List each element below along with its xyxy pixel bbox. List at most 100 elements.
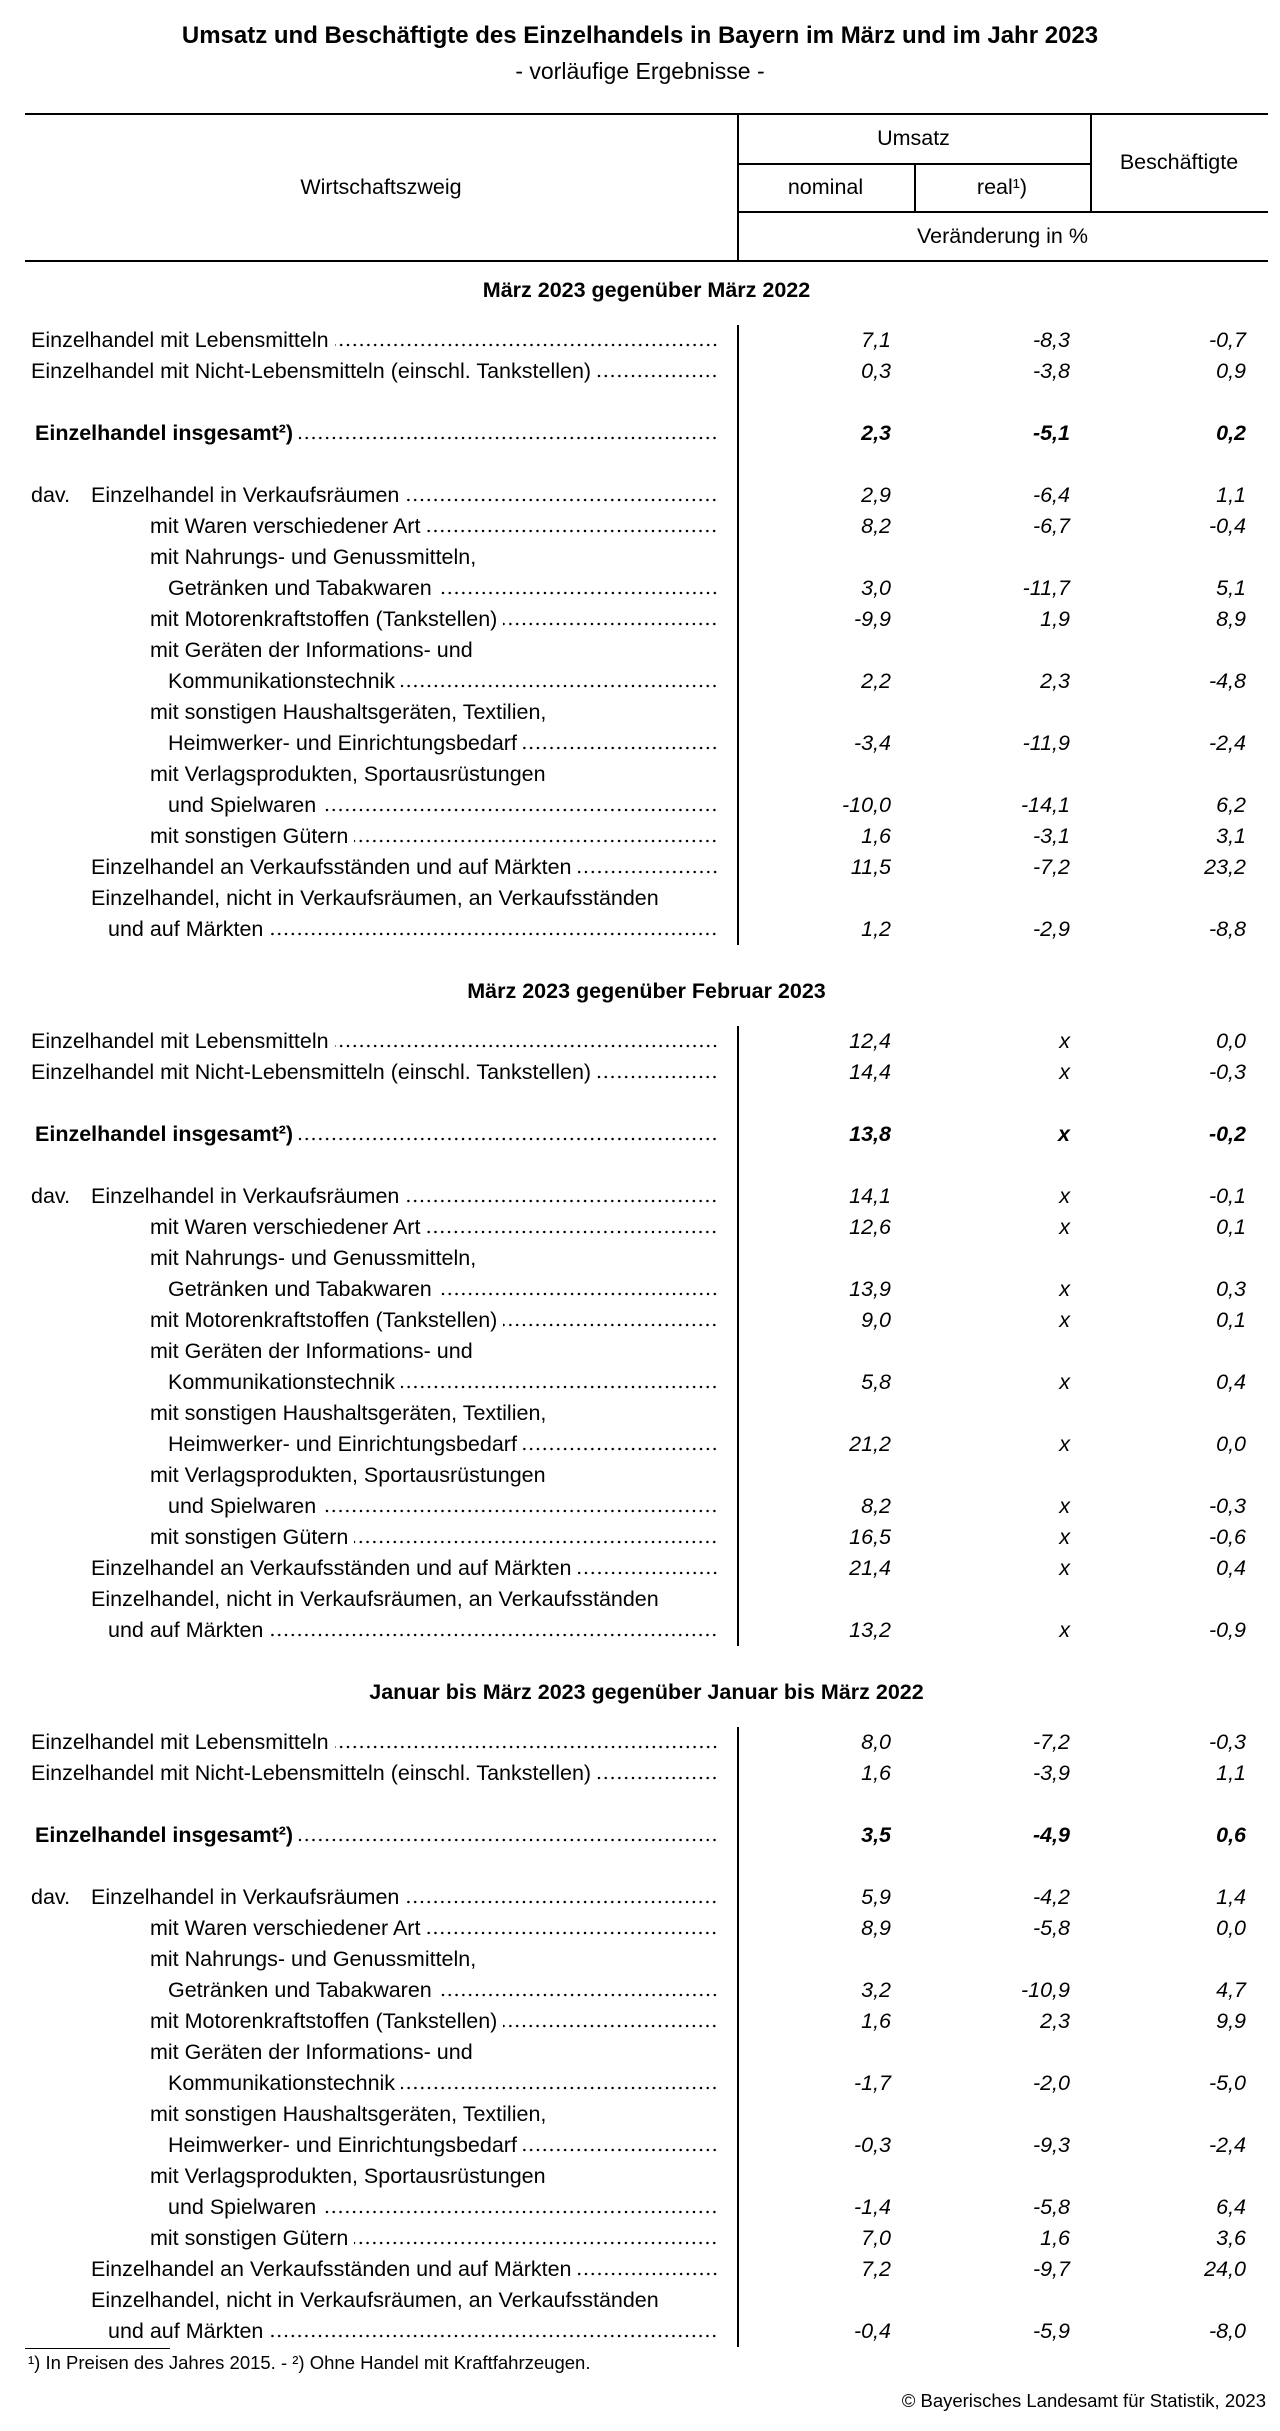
table-row: mit Motorenkraftstoffen (Tankstellen) -9,… <box>25 604 1268 635</box>
cell-value: -1,7 <box>853 2071 891 2095</box>
leader <box>405 498 718 502</box>
label-line: Einzelhandel an Verkaufsständen und auf … <box>25 852 718 883</box>
row-label: mit sonstigen Haushaltsgeräten, Textilie… <box>25 1398 737 1460</box>
label-text: Einzelhandel an Verkaufsständen und auf … <box>91 1556 572 1580</box>
label-text: Einzelhandel, nicht in Verkaufsräumen, a… <box>91 2288 659 2312</box>
label-text: Einzelhandel mit Lebensmitteln <box>31 1029 329 1053</box>
row-label: dav. Einzelhandel in Verkaufsräumen <box>25 480 737 511</box>
label-line: mit sonstigen Gütern <box>25 821 718 852</box>
cell-value: -9,9 <box>853 607 891 631</box>
label-text: Heimwerker- und Einrichtungsbedarf <box>168 2133 517 2157</box>
table-row: mit sonstigen Gütern 7,0 1,6 3,6 <box>25 2223 1268 2254</box>
cell-value: 2,2 <box>861 669 891 693</box>
column-header: Wirtschaftszweig <box>300 175 462 199</box>
label-line: mit Motorenkraftstoffen (Tankstellen) <box>25 2006 718 2037</box>
row-label: Einzelhandel an Verkaufsständen und auf … <box>25 2254 737 2285</box>
cell-value: -3,9 <box>1032 1761 1070 1785</box>
label-text: mit sonstigen Haushaltsgeräten, Textilie… <box>150 700 547 724</box>
cell-value: 13,8 <box>849 1122 891 1146</box>
cell-value: -6,7 <box>1032 514 1070 538</box>
label-text: Einzelhandel in Verkaufsräumen <box>91 483 400 507</box>
table-row: Einzelhandel mit Lebensmitteln 8,0 -7,2 -0,… <box>25 1727 1268 1758</box>
section-rows: Einzelhandel mit Lebensmitteln 8,0 -7,2 -0,… <box>25 1727 1268 2347</box>
table-row: Einzelhandel, nicht in Verkaufsräumen, a… <box>25 1584 1268 1646</box>
label-text: und Spielwaren <box>168 2195 317 2219</box>
cell-value: -8,0 <box>1208 2319 1246 2343</box>
cell-value: -11,9 <box>1022 731 1070 755</box>
label-line: mit Waren verschiedener Art <box>25 1913 718 1944</box>
column-divider <box>737 325 739 945</box>
label-text: mit Motorenkraftstoffen (Tankstellen) <box>150 607 498 631</box>
label-line: mit Geräten der Informations- und <box>25 1336 718 1367</box>
cell-value: -0,1 <box>1208 1184 1246 1208</box>
cell-value: 7,2 <box>861 2257 891 2281</box>
copyright: © Bayerisches Landesamt für Statistik, 2… <box>901 2390 1266 2411</box>
cell-value: 0,0 <box>1216 1432 1246 1456</box>
table-row: mit Waren verschiedener Art 8,2 -6,7 -0,4 <box>25 511 1268 542</box>
cell-value: x <box>1059 1556 1070 1580</box>
cell-value: -4,2 <box>1032 1885 1070 1909</box>
cell-value: 2,3 <box>861 421 891 445</box>
cell-value: 2,3 <box>1040 669 1070 693</box>
leader <box>577 870 718 874</box>
table-row: dav. Einzelhandel in Verkaufsräumen 5,9 -4,… <box>25 1882 1268 1913</box>
row-label: Einzelhandel, nicht in Verkaufsräumen, a… <box>25 883 737 945</box>
label-text: mit Geräten der Informations- und <box>150 638 473 662</box>
cell-value: x <box>1059 1029 1070 1053</box>
leader <box>299 436 718 440</box>
label-text: mit Nahrungs- und Genussmitteln, <box>150 1246 477 1270</box>
label-text: Einzelhandel, nicht in Verkaufsräumen, a… <box>91 1587 659 1611</box>
spacer <box>25 1789 1268 1820</box>
label-line: Getränken und Tabakwaren <box>25 573 718 604</box>
label-line: Einzelhandel mit Nicht-Lebensmitteln (ei… <box>25 1758 718 1789</box>
cell-value: -2,4 <box>1208 2133 1246 2157</box>
table-row: Einzelhandel mit Lebensmitteln 7,1 -8,3 -0,… <box>25 325 1268 356</box>
cell-value: -3,1 <box>1032 824 1070 848</box>
label-line: mit Waren verschiedener Art <box>25 511 718 542</box>
table-row: Einzelhandel insgesamt²) 2,3 -5,1 0,2 <box>25 418 1268 449</box>
cell-value: 5,8 <box>861 1370 891 1394</box>
label-text: Getränken und Tabakwaren <box>168 1978 432 2002</box>
unit-header: Veränderung in % <box>917 224 1088 248</box>
table-row: Einzelhandel an Verkaufsständen und auf … <box>25 852 1268 883</box>
label-text: mit Waren verschiedener Art <box>150 1215 421 1239</box>
leader <box>354 2241 718 2245</box>
rule <box>25 113 1268 115</box>
label-text: Heimwerker- und Einrichtungsbedarf <box>168 731 517 755</box>
row-label: mit Nahrungs- und Genussmitteln, Getränke… <box>25 1243 737 1305</box>
cell-value: 3,1 <box>1216 824 1246 848</box>
cell-value: -0,3 <box>1208 1060 1246 1084</box>
label-line: Einzelhandel in Verkaufsräumen <box>25 1181 718 1212</box>
label-text: Einzelhandel mit Nicht-Lebensmitteln (ei… <box>31 1060 592 1084</box>
leader <box>401 1385 718 1389</box>
row-label: mit Nahrungs- und Genussmitteln, Getränke… <box>25 542 737 604</box>
table-row: mit sonstigen Haushaltsgeräten, Textilie… <box>25 2099 1268 2161</box>
label-text: Einzelhandel insgesamt²) <box>35 1122 294 1146</box>
label-line: mit Motorenkraftstoffen (Tankstellen) <box>25 1305 718 1336</box>
label-line: Kommunikationstechnik <box>25 2068 718 2099</box>
table-row: Einzelhandel insgesamt²) 3,5 -4,9 0,6 <box>25 1820 1268 1851</box>
label-line: und Spielwaren <box>25 790 718 821</box>
label-line: und Spielwaren <box>25 2192 718 2223</box>
leader <box>334 343 718 347</box>
cell-value: -8,8 <box>1208 917 1246 941</box>
table-row: mit Waren verschiedener Art 12,6 x 0,1 <box>25 1212 1268 1243</box>
cell-value: 16,5 <box>849 1525 891 1549</box>
row-label: Einzelhandel an Verkaufsständen und auf … <box>25 852 737 883</box>
cell-value: -0,3 <box>853 2133 891 2157</box>
row-label: mit Verlagsprodukten, Sportausrüstungen u… <box>25 759 737 821</box>
row-label: mit Geräten der Informations- und Kommuni… <box>25 1336 737 1398</box>
table-row: mit Geräten der Informations- und Kommuni… <box>25 635 1268 697</box>
label-line: mit Geräten der Informations- und <box>25 2037 718 2068</box>
leader <box>426 1931 718 1935</box>
leader <box>503 622 718 626</box>
row-label: mit Motorenkraftstoffen (Tankstellen) <box>25 1305 737 1336</box>
cell-value: 0,3 <box>1216 1277 1246 1301</box>
cell-value: 1,1 <box>1216 1761 1246 1785</box>
row-label: Einzelhandel mit Nicht-Lebensmitteln (ei… <box>25 1758 737 1789</box>
cell-value: 0,1 <box>1216 1215 1246 1239</box>
cell-value: -0,2 <box>1208 1122 1246 1146</box>
table-row: dav. Einzelhandel in Verkaufsräumen 14,1 x -… <box>25 1181 1268 1212</box>
column-divider <box>737 1026 739 1646</box>
label-line: Einzelhandel an Verkaufsständen und auf … <box>25 1553 718 1584</box>
